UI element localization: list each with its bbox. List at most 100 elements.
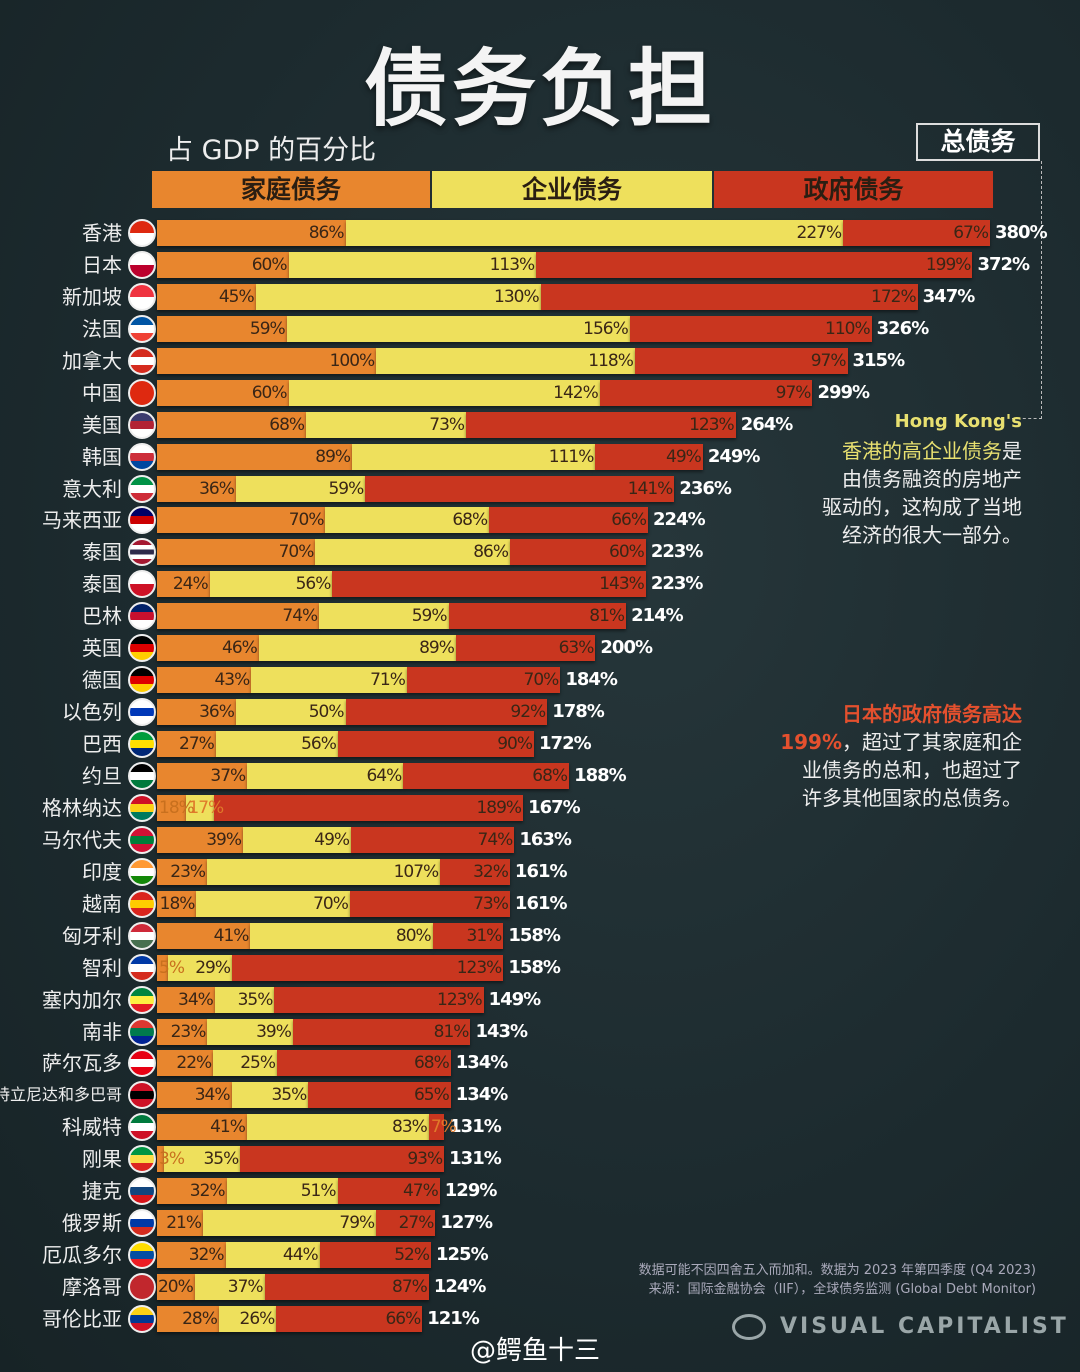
bar-segment-government: 65% bbox=[308, 1082, 451, 1109]
data-label: 20% bbox=[157, 1277, 194, 1298]
data-label: 90% bbox=[497, 734, 533, 755]
data-label: 35% bbox=[271, 1085, 307, 1106]
bar-segment-corporate: 113% bbox=[288, 251, 537, 278]
country-label: 越南 bbox=[82, 891, 122, 916]
flag-icon bbox=[128, 346, 156, 375]
bar-segment-household: 86% bbox=[157, 220, 346, 246]
bar-segment-household: 89% bbox=[157, 443, 353, 470]
bar-segment-corporate: 17% bbox=[186, 794, 224, 821]
total-label: 380% bbox=[995, 222, 1048, 243]
jp-annotation: 199%，超过了其家庭和企 业债务的总和，也超过了 许多其他国家的总债务。 bbox=[780, 728, 1022, 812]
data-label: 68% bbox=[452, 510, 488, 531]
annotation-line: 199%，超过了其家庭和企 bbox=[780, 728, 1022, 756]
bar-row: 匈牙利 41% 80% 31% 158% bbox=[0, 921, 1080, 950]
flag-icon bbox=[128, 761, 156, 790]
flag-icon bbox=[128, 1145, 156, 1174]
data-label: 60% bbox=[609, 542, 645, 563]
data-label: 28% bbox=[182, 1308, 218, 1329]
data-label: 18% bbox=[159, 893, 196, 914]
bar-segment-government: 63% bbox=[455, 635, 596, 662]
country-label: 智利 bbox=[82, 955, 122, 980]
data-label: 70% bbox=[313, 893, 349, 914]
flag-icon bbox=[128, 1273, 156, 1302]
bar-segment-government: 172% bbox=[540, 283, 918, 310]
bar-row: 南非 23% 39% 81% 143% bbox=[0, 1017, 1080, 1046]
total-label: 149% bbox=[488, 988, 542, 1010]
annotation-text: 是 bbox=[1002, 439, 1022, 463]
footnote: 数据可能不因四舍五入而加和。数据为 2023 年第四季度 (Q4 2023) bbox=[638, 1263, 1036, 1278]
data-label: 3% bbox=[159, 1149, 185, 1170]
data-label: 50% bbox=[308, 702, 345, 723]
logo-text: VISUAL CAPITALIST bbox=[780, 1314, 1069, 1339]
data-label: 110% bbox=[825, 318, 871, 339]
total-label: 127% bbox=[440, 1212, 493, 1234]
country-label: 南非 bbox=[82, 1019, 122, 1044]
data-label: 23% bbox=[170, 861, 206, 882]
bar-segment-corporate: 83% bbox=[246, 1114, 429, 1141]
country-label: 摩洛哥 bbox=[62, 1275, 122, 1300]
bar-segment-corporate: 59% bbox=[319, 603, 449, 630]
bar-segment-government: 70% bbox=[406, 667, 561, 694]
data-label: 27% bbox=[179, 734, 215, 755]
data-label: 172% bbox=[871, 286, 917, 307]
data-label: 56% bbox=[301, 734, 337, 755]
data-label: 70% bbox=[288, 510, 325, 531]
total-label: 372% bbox=[977, 253, 1030, 275]
flag-icon bbox=[128, 634, 156, 663]
visual-capitalist-logo: VISUAL CAPITALIST bbox=[732, 1314, 1069, 1340]
total-label: 161% bbox=[514, 860, 568, 882]
bar-segment-household: 5% bbox=[157, 954, 185, 981]
data-label: 27% bbox=[398, 1213, 435, 1234]
country-label: 马尔代夫 bbox=[42, 827, 122, 852]
data-label: 199% bbox=[925, 254, 972, 275]
total-label: 188% bbox=[574, 764, 627, 786]
data-label: 66% bbox=[385, 1308, 421, 1329]
bar-segment-corporate: 68% bbox=[325, 507, 490, 534]
bar-segment-household: 20% bbox=[157, 1274, 195, 1301]
total-label: 131% bbox=[449, 1148, 502, 1170]
total-label: 129% bbox=[444, 1180, 498, 1202]
country-label: 巴西 bbox=[82, 732, 122, 757]
country-label: 匈牙利 bbox=[62, 923, 122, 948]
logo-icon bbox=[732, 1314, 766, 1340]
bar-segment-household: 45% bbox=[157, 283, 256, 310]
data-label: 68% bbox=[269, 414, 305, 435]
data-label: 25% bbox=[240, 1053, 276, 1074]
data-label: 41% bbox=[213, 925, 250, 946]
annotation-text: 经济的很大一部分。 bbox=[842, 523, 1022, 547]
country-label: 中国 bbox=[82, 380, 122, 405]
bar-segment-household: 46% bbox=[157, 635, 259, 662]
total-label: 121% bbox=[427, 1307, 480, 1329]
country-label: 约旦 bbox=[82, 763, 122, 788]
flag-icon bbox=[128, 1081, 156, 1110]
country-label: 科威特 bbox=[62, 1115, 122, 1140]
annotation-text: ，超过了其家庭和企 bbox=[842, 730, 1022, 754]
flag-icon bbox=[128, 602, 156, 631]
total-label: 326% bbox=[876, 317, 930, 339]
data-label: 113% bbox=[489, 254, 536, 275]
data-label: 71% bbox=[370, 670, 406, 691]
country-label: 意大利 bbox=[62, 476, 122, 501]
total-label: 223% bbox=[650, 573, 704, 595]
total-label: 264% bbox=[740, 413, 794, 435]
bar-row: 格林纳达 18% 17% 189% 167% bbox=[0, 793, 1080, 822]
bar-segment-household: 28% bbox=[157, 1305, 219, 1332]
data-label: 70% bbox=[278, 542, 315, 563]
bar-segment-corporate: 156% bbox=[286, 315, 630, 342]
bar-segment-household: 34% bbox=[157, 1082, 232, 1109]
bar-segment-government: 123% bbox=[274, 986, 484, 1013]
annotation-highlight: 香港的高企业债务 bbox=[842, 439, 1002, 463]
chart-subtitle: 占 GDP 的百分比 bbox=[166, 135, 377, 166]
total-label: 167% bbox=[528, 796, 581, 818]
bar-segment-corporate: 29% bbox=[168, 954, 232, 981]
data-label: 142% bbox=[553, 382, 599, 403]
country-label: 哥伦比亚 bbox=[42, 1306, 122, 1331]
bar-segment-government: 189% bbox=[214, 794, 524, 821]
data-label: 86% bbox=[308, 223, 345, 243]
total-label: 214% bbox=[631, 605, 684, 627]
country-label: 法国 bbox=[82, 316, 122, 341]
bar-segment-corporate: 39% bbox=[207, 1018, 293, 1045]
data-label: 29% bbox=[195, 957, 231, 978]
data-label: 51% bbox=[300, 1181, 337, 1202]
data-label: 32% bbox=[189, 1181, 226, 1202]
